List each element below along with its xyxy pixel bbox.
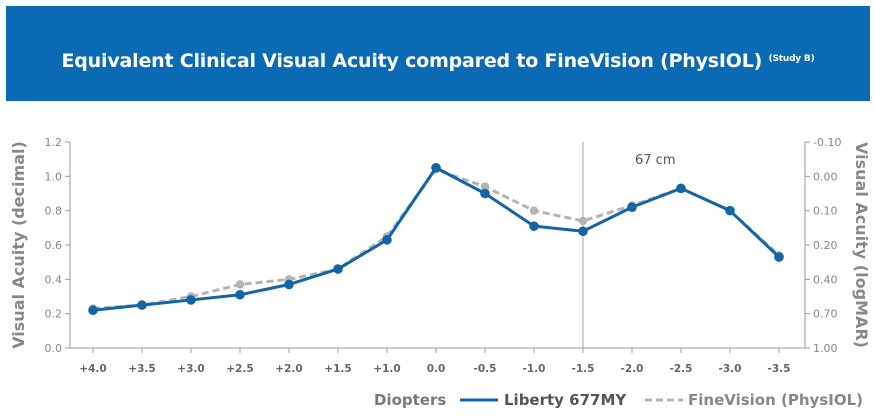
data-point-liberty [186, 295, 196, 305]
y-tick-label-right: 0.70 [813, 308, 838, 321]
x-tick-label: -1.5 [572, 363, 595, 375]
x-tick-label: -2.5 [670, 363, 693, 375]
y-tick-label-left: 0.0 [45, 342, 63, 355]
data-point-finevision [578, 216, 588, 226]
x-tick-label: +2.5 [226, 363, 253, 375]
x-tick-label: +1.0 [373, 363, 400, 375]
data-point-liberty [627, 202, 637, 213]
chart-title: Equivalent Clinical Visual Acuity compar… [6, 50, 870, 72]
y-axis-label-left: Visual Acuity (decimal) [9, 141, 28, 349]
x-tick-label: +1.5 [324, 363, 351, 375]
data-point-liberty [333, 264, 343, 274]
chart-title-superscript: (Study B) [768, 54, 815, 64]
data-point-liberty [480, 188, 490, 199]
y-tick-label-right: 1.00 [813, 342, 838, 355]
data-point-liberty [676, 183, 686, 194]
x-axis-label: Diopters [374, 391, 446, 409]
data-point-liberty [725, 205, 735, 216]
y-tick-label-left: 0.8 [45, 205, 63, 218]
x-tick-label: +4.0 [79, 363, 106, 375]
y-axis-label-right: Visual Acuity (logMAR) [852, 142, 871, 348]
data-point-liberty [235, 289, 245, 300]
x-tick-label: +3.0 [177, 363, 204, 375]
y-tick-label-left: 0.4 [45, 273, 63, 286]
y-tick-label-left: 0.6 [45, 239, 63, 252]
chart-title-text: Equivalent Clinical Visual Acuity compar… [61, 50, 763, 72]
title-banner: Equivalent Clinical Visual Acuity compar… [6, 6, 870, 101]
data-point-liberty [578, 226, 588, 237]
x-tick-label: +3.5 [128, 363, 155, 375]
data-point-liberty [137, 300, 147, 310]
y-tick-label-right: 0.20 [813, 239, 838, 252]
data-point-finevision [235, 280, 245, 289]
x-tick-label: -2.0 [621, 363, 644, 375]
legend-label-finevision: FineVision (PhysIOL) [688, 391, 863, 409]
legend-label-liberty: Liberty 677MY [504, 391, 627, 409]
data-point-liberty [774, 252, 784, 262]
y-tick-label-left: 1.2 [45, 136, 63, 149]
y-tick-label-right: -0.10 [813, 136, 841, 149]
y-tick-label-left: 1.0 [45, 170, 63, 183]
y-tick-label-right: 0.00 [813, 170, 838, 183]
data-point-finevision [480, 182, 490, 191]
series-line-liberty [92, 166, 781, 312]
x-tick-label: +2.0 [275, 363, 302, 375]
x-tick-label: 0.0 [427, 363, 446, 375]
data-point-finevision [529, 206, 539, 215]
data-point-liberty [529, 221, 539, 231]
data-point-liberty [382, 235, 392, 245]
data-point-liberty [88, 305, 98, 316]
y-tick-label-right: 0.40 [813, 273, 838, 286]
data-point-liberty [431, 162, 441, 173]
x-tick-label: -0.5 [474, 363, 497, 375]
x-tick-label: -1.0 [523, 363, 546, 375]
y-tick-label-right: 0.10 [813, 205, 838, 218]
x-tick-label: -3.0 [719, 363, 742, 375]
annotation-label: 67 cm [635, 153, 676, 168]
x-tick-label: -3.5 [768, 363, 791, 375]
y-tick-label-left: 0.2 [45, 308, 63, 321]
data-point-liberty [284, 279, 294, 290]
